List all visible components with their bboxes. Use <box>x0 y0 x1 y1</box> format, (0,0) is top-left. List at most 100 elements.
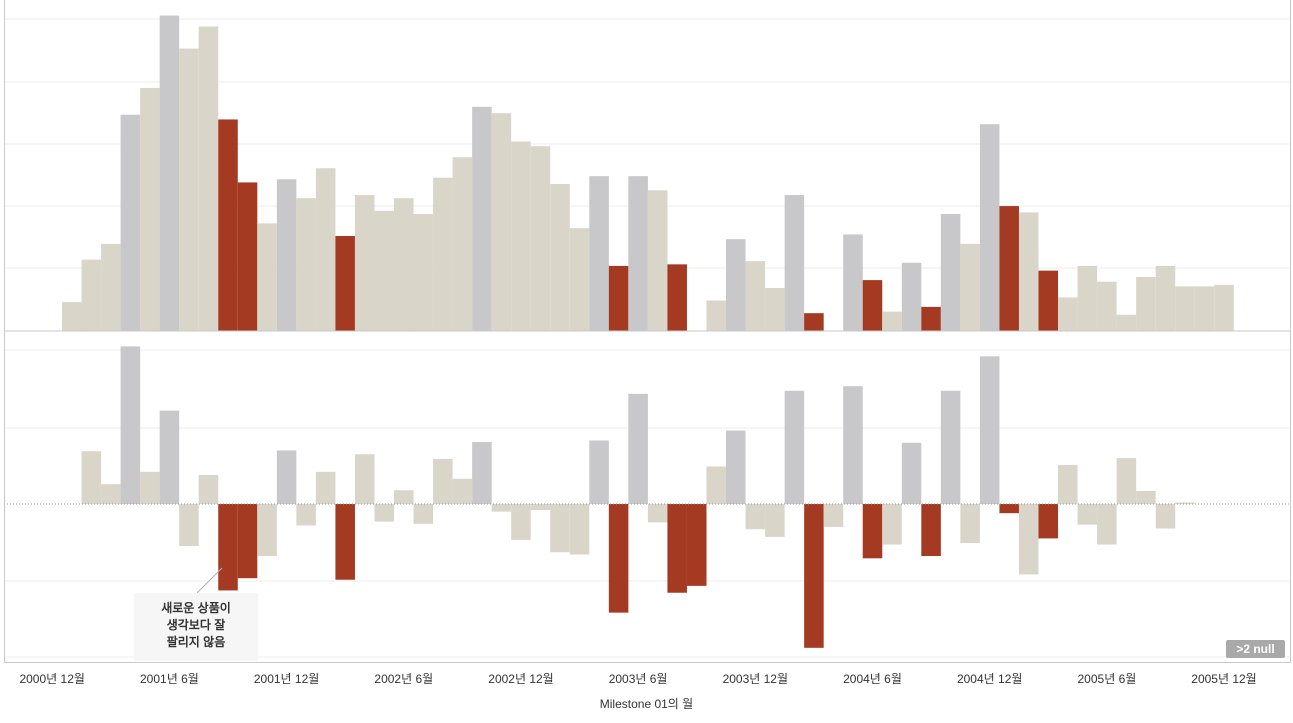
bottom-bar[interactable] <box>491 504 512 512</box>
bottom-bar[interactable] <box>511 504 531 540</box>
top-bar[interactable] <box>1077 265 1098 331</box>
bottom-bar[interactable] <box>237 504 258 579</box>
top-bar[interactable] <box>1214 284 1234 331</box>
bottom-bar[interactable] <box>394 490 414 504</box>
top-bar[interactable] <box>1018 212 1039 331</box>
top-bar[interactable] <box>472 106 492 331</box>
bottom-bar[interactable] <box>433 458 453 504</box>
bottom-bar[interactable] <box>804 504 824 648</box>
top-bar[interactable] <box>237 182 258 331</box>
bottom-bar[interactable] <box>1058 464 1078 505</box>
bottom-bar[interactable] <box>1136 491 1156 505</box>
bottom-bar[interactable] <box>921 504 941 557</box>
top-bar[interactable] <box>1058 297 1078 331</box>
top-bar[interactable] <box>940 213 961 331</box>
top-bar[interactable] <box>198 26 219 331</box>
bottom-bar[interactable] <box>882 504 902 545</box>
top-bar[interactable] <box>511 141 531 331</box>
bottom-bar[interactable] <box>647 504 668 523</box>
top-bar[interactable] <box>1136 276 1156 331</box>
top-bar[interactable] <box>843 234 863 331</box>
bottom-bar[interactable] <box>81 451 102 504</box>
bottom-bar[interactable] <box>296 504 316 526</box>
top-bar[interactable] <box>433 177 453 331</box>
top-bar[interactable] <box>784 195 805 331</box>
top-bar[interactable] <box>159 15 180 331</box>
top-bar[interactable] <box>1038 270 1059 331</box>
top-bar[interactable] <box>745 261 766 331</box>
top-bar[interactable] <box>979 124 1000 331</box>
top-bar[interactable] <box>81 259 102 331</box>
bottom-bar[interactable] <box>1155 504 1176 529</box>
top-bar[interactable] <box>296 198 316 331</box>
bottom-bar[interactable] <box>667 504 687 593</box>
bottom-bar[interactable] <box>843 386 863 504</box>
bottom-bar[interactable] <box>628 393 648 504</box>
bottom-bar[interactable] <box>550 504 570 553</box>
bottom-bar[interactable] <box>1018 504 1039 575</box>
bottom-bar[interactable] <box>179 504 199 547</box>
top-bar[interactable] <box>394 198 414 331</box>
top-bar[interactable] <box>354 195 375 331</box>
bottom-bar[interactable] <box>784 390 805 504</box>
top-bar[interactable] <box>862 280 883 331</box>
top-bar[interactable] <box>550 184 570 331</box>
top-bar[interactable] <box>62 302 82 331</box>
bottom-bar[interactable] <box>940 390 961 504</box>
bottom-bar[interactable] <box>140 471 160 504</box>
bottom-bar[interactable] <box>823 504 844 527</box>
top-bar[interactable] <box>960 243 980 331</box>
bottom-bar[interactable] <box>120 346 141 504</box>
bottom-bar[interactable] <box>276 450 297 504</box>
top-bar[interactable] <box>706 300 727 331</box>
top-bar[interactable] <box>804 313 824 331</box>
top-bar[interactable] <box>608 265 629 331</box>
top-bar[interactable] <box>101 243 121 331</box>
top-bar[interactable] <box>589 176 609 331</box>
bottom-bar[interactable] <box>101 484 121 504</box>
bottom-bar[interactable] <box>1116 458 1137 504</box>
top-bar[interactable] <box>120 114 141 331</box>
bottom-bar[interactable] <box>257 504 277 557</box>
bottom-bar[interactable] <box>1175 502 1195 504</box>
top-bar[interactable] <box>901 262 922 331</box>
top-bar[interactable] <box>491 113 512 331</box>
top-bar[interactable] <box>628 176 648 331</box>
bottom-bar[interactable] <box>765 504 785 537</box>
bottom-bar[interactable] <box>354 454 375 504</box>
bottom-bar[interactable] <box>726 430 746 504</box>
bottom-bar[interactable] <box>218 504 238 591</box>
bottom-bar[interactable] <box>862 504 883 559</box>
bottom-bar[interactable] <box>569 504 590 555</box>
top-bar[interactable] <box>569 228 590 331</box>
top-bar[interactable] <box>413 213 434 331</box>
bottom-bar[interactable] <box>413 504 434 524</box>
bottom-bar[interactable] <box>159 410 180 504</box>
bottom-bar[interactable] <box>1097 504 1117 545</box>
top-bar[interactable] <box>1175 286 1195 331</box>
bottom-bar[interactable] <box>901 442 922 504</box>
top-bar[interactable] <box>1116 314 1137 331</box>
bottom-bar[interactable] <box>589 440 609 505</box>
bottom-bar[interactable] <box>960 504 980 544</box>
top-bar[interactable] <box>140 87 160 331</box>
bottom-bar[interactable] <box>315 471 336 504</box>
top-bar[interactable] <box>452 157 473 331</box>
top-bar[interactable] <box>276 179 297 331</box>
top-bar[interactable] <box>882 311 902 331</box>
top-bar[interactable] <box>726 239 746 331</box>
top-bar[interactable] <box>218 119 238 331</box>
top-bar[interactable] <box>530 146 551 331</box>
top-bar[interactable] <box>921 306 941 331</box>
top-bar[interactable] <box>335 236 355 331</box>
top-bar[interactable] <box>1194 286 1215 331</box>
bottom-bar[interactable] <box>608 504 629 613</box>
bottom-bar[interactable] <box>745 504 766 530</box>
bottom-bar[interactable] <box>452 478 473 504</box>
null-indicator-badge[interactable]: >2 null <box>1226 640 1285 658</box>
bottom-bar[interactable] <box>1038 504 1059 539</box>
bottom-bar[interactable] <box>1077 504 1098 525</box>
top-bar[interactable] <box>1155 265 1176 331</box>
bottom-bar[interactable] <box>686 504 707 586</box>
top-bar[interactable] <box>315 168 336 331</box>
